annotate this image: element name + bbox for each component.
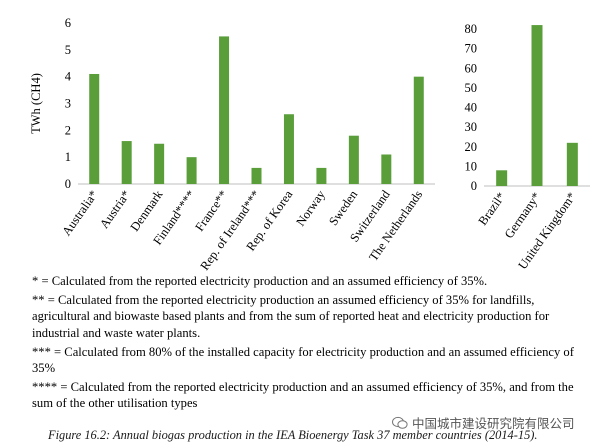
- y-tick-label: 0: [471, 179, 477, 193]
- y-tick-label: 80: [465, 22, 478, 36]
- y-tick-label: 3: [65, 97, 71, 111]
- y-tick-label: 60: [465, 61, 478, 75]
- bar-norway: [316, 167, 327, 184]
- y-tick-label: 0: [65, 177, 71, 191]
- figure-caption: Figure 16.2: Annual biogas production in…: [48, 428, 538, 442]
- bar-brazil: [496, 170, 508, 186]
- bar-denmark: [154, 143, 165, 184]
- y-tick-label: 2: [65, 123, 71, 137]
- bar-switzerland: [381, 154, 392, 184]
- x-tick-label: Sweden: [326, 187, 361, 228]
- y-tick-label: 20: [465, 140, 478, 154]
- watermark: 中国城市建设研究院有限公司: [392, 413, 575, 432]
- footnotes: * = Calculated from the reported electri…: [32, 273, 592, 415]
- footnote-1: * = Calculated from the reported electri…: [32, 274, 488, 288]
- y-tick-label: 70: [465, 42, 478, 56]
- x-tick-label: Brazil*: [476, 190, 509, 228]
- footnote-4: **** = Calculated from the reported elec…: [32, 380, 574, 411]
- bar-france: [219, 36, 230, 184]
- y-tick-label: 6: [65, 16, 71, 30]
- bar-australia: [89, 73, 100, 184]
- y-tick-label: 50: [465, 81, 478, 95]
- y-tick-label: 10: [465, 159, 478, 173]
- bar-sweden: [348, 135, 359, 184]
- y-tick-label: 40: [465, 101, 478, 115]
- bar-germany: [531, 25, 543, 187]
- y-tick-label: 4: [65, 70, 72, 84]
- bar-austria: [121, 141, 132, 184]
- x-tick-label: Rep. of Ireland***: [198, 188, 263, 272]
- x-tick-label: Norway: [293, 187, 328, 229]
- bar-rep-of-korea: [283, 114, 294, 184]
- bar-rep-of-ireland: [251, 167, 262, 184]
- x-tick-label: Australia*: [59, 188, 100, 239]
- y-axis-label: TWh (CH4): [29, 73, 43, 134]
- y-tick-label: 30: [465, 120, 478, 134]
- bar-united-kingdom: [566, 142, 578, 186]
- watermark-text: 中国城市建设研究院有限公司: [412, 416, 575, 431]
- footnote-3: *** = Calculated from 80% of the install…: [32, 344, 574, 376]
- y-tick-label: 1: [65, 150, 71, 164]
- bar-the-netherlands: [413, 76, 424, 184]
- y-tick-label: 5: [65, 43, 71, 57]
- bar-finland: [186, 157, 197, 184]
- footnote-2: ** = Calculated from the reported electr…: [32, 293, 550, 340]
- wechat-icon: [392, 416, 408, 429]
